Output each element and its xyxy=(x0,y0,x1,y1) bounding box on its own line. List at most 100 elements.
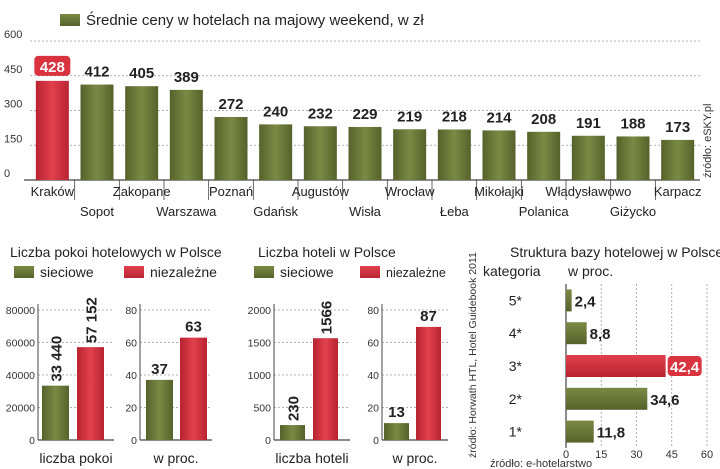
y-tick-label: 60 xyxy=(367,338,379,350)
value-label: 8,8 xyxy=(590,326,611,343)
value-label: 218 xyxy=(442,108,467,125)
value-label: 37 xyxy=(151,361,168,378)
struct-category-header: kategoria xyxy=(483,263,541,279)
y-tick-label: 40 xyxy=(367,370,379,382)
category-label: Kraków xyxy=(31,184,75,199)
value-label: 42,4 xyxy=(670,359,700,376)
hotels-source: źródło: Horwath HTL, Hotel Guidebook 201… xyxy=(467,252,479,458)
rooms-title: Liczba pokoi hotelowych w Polsce xyxy=(10,244,222,260)
chart-title: Średnie ceny w hotelach na majowy weeken… xyxy=(86,11,424,29)
price-bar xyxy=(661,139,695,180)
struct-subtitle: w proc. xyxy=(567,263,613,279)
category-label: Sopot xyxy=(80,204,114,219)
price-bar xyxy=(259,124,293,180)
value-label: 63 xyxy=(185,319,202,336)
x-tick-label: 60 xyxy=(701,449,713,461)
category-bar xyxy=(566,289,572,312)
price-bar xyxy=(527,131,561,180)
y-tick-label: 60000 xyxy=(6,338,35,350)
legend-swatch xyxy=(60,14,80,26)
price-bar xyxy=(35,80,69,180)
y-tick-label: 300 xyxy=(4,99,22,111)
y-tick-label: 80 xyxy=(125,305,137,317)
category-bar xyxy=(566,322,587,345)
y-tick-label: 500 xyxy=(253,403,271,415)
value-label: 230 xyxy=(286,396,303,421)
y-tick-label: 450 xyxy=(4,64,22,76)
value-label: 34,6 xyxy=(650,392,679,409)
price-bar xyxy=(169,89,203,180)
price-bar xyxy=(214,116,248,180)
category-label: Giżycko xyxy=(610,204,656,219)
y-tick-label: 20 xyxy=(125,403,137,415)
value-label: 428 xyxy=(40,59,65,76)
category-label: Augustów xyxy=(292,184,350,199)
y-tick-label: 1500 xyxy=(248,338,272,350)
y-tick-label: 0 xyxy=(373,435,379,447)
legend-swatch-independent xyxy=(360,266,380,278)
price-bar xyxy=(125,86,159,180)
legend-independent: niezależne xyxy=(386,266,446,280)
value-label: 57 152 xyxy=(84,297,101,343)
y-tick-label: 60 xyxy=(125,338,137,350)
y-tick-label: 1000 xyxy=(248,370,272,382)
panel-x-label: liczba pokoi xyxy=(39,450,112,466)
highlight-badge xyxy=(34,55,71,76)
category-label: Łeba xyxy=(440,204,470,219)
bar-chain xyxy=(146,379,173,440)
value-label: 191 xyxy=(576,115,601,132)
legend-swatch-independent xyxy=(124,266,144,278)
value-label: 229 xyxy=(352,106,377,123)
y-tick-label: 20 xyxy=(367,403,379,415)
category-label: Polanica xyxy=(519,204,570,219)
value-label: 405 xyxy=(129,65,154,82)
value-label: 2,4 xyxy=(575,293,597,310)
rooms-chart: Liczba pokoi hotelowych w Polsce sieciow… xyxy=(6,244,222,466)
category-label: Karpacz xyxy=(654,184,702,199)
x-tick-label: 0 xyxy=(563,449,569,461)
hotels-title: Liczba hoteli w Polsce xyxy=(258,244,396,260)
y-tick-label: 80000 xyxy=(6,305,35,317)
struct-source: źródło: e-hotelarstwo xyxy=(490,458,592,469)
value-label: 214 xyxy=(486,109,512,126)
value-label: 412 xyxy=(84,64,109,81)
y-tick-label: 0 xyxy=(265,435,271,447)
price-bar xyxy=(437,129,471,180)
value-label: 389 xyxy=(174,69,199,86)
bar-independent xyxy=(180,337,207,440)
price-bar xyxy=(571,135,605,180)
bar-chain xyxy=(384,423,409,440)
y-tick-label: 20000 xyxy=(6,403,35,415)
x-tick-label: 45 xyxy=(666,449,678,461)
struct-title: Struktura bazy hotelowej w Polsce xyxy=(510,244,720,260)
value-label: 1566 xyxy=(319,301,336,334)
category-label: Wrocław xyxy=(385,184,435,199)
y-tick-label: 0 xyxy=(29,435,35,447)
category-label: Poznań xyxy=(209,184,253,199)
y-tick-label: 40 xyxy=(125,370,137,382)
y-tick-label: 0 xyxy=(4,168,10,180)
legend-independent: niezależne xyxy=(150,264,217,280)
bar-independent xyxy=(77,347,104,440)
category-label: 4* xyxy=(509,325,523,341)
price-bar xyxy=(616,136,650,180)
hotels-chart: Liczba hoteli w Polsce sieciowe niezależ… xyxy=(248,244,479,466)
source-note: źródło: eSKY.pl xyxy=(702,104,714,178)
price-bar xyxy=(348,126,382,180)
bar-independent xyxy=(416,326,441,440)
y-tick-label: 600 xyxy=(4,29,22,41)
value-label: 87 xyxy=(420,308,437,325)
value-label: 208 xyxy=(531,111,556,128)
y-tick-label: 80 xyxy=(367,305,379,317)
value-label: 219 xyxy=(397,108,422,125)
category-label: 2* xyxy=(509,391,523,407)
value-label: 173 xyxy=(665,119,690,136)
x-tick-label: 15 xyxy=(595,449,607,461)
value-label: 272 xyxy=(218,96,243,113)
price-bar xyxy=(80,84,114,180)
category-label: 1* xyxy=(509,424,523,440)
panel-x-label: w proc. xyxy=(391,450,437,466)
value-label: 188 xyxy=(620,115,645,132)
y-tick-label: 0 xyxy=(131,435,137,447)
